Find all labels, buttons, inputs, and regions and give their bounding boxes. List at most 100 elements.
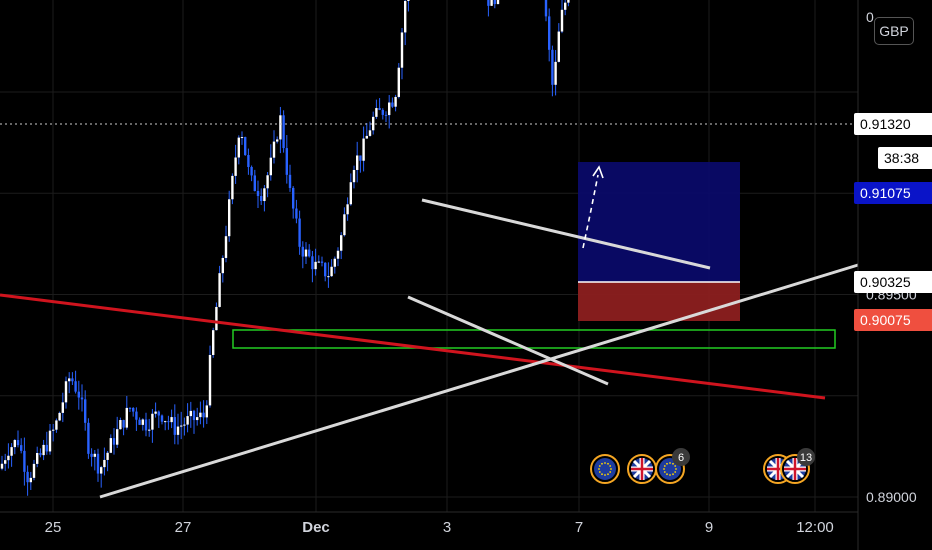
candle-body (23, 450, 26, 472)
candle-body (560, 9, 564, 32)
eu-star (674, 471, 677, 473)
candle-body (343, 214, 346, 236)
candle-body (269, 157, 272, 176)
candle-body (250, 166, 253, 176)
candle-body (144, 419, 148, 431)
candle-body (199, 412, 202, 418)
candle-body (0, 463, 4, 469)
candle-body (282, 115, 285, 149)
eu-star (610, 468, 612, 470)
candle-body (304, 249, 308, 257)
eu-star (601, 473, 603, 476)
candle-body (55, 420, 58, 430)
candle-body (61, 402, 64, 413)
candle-body (42, 444, 45, 456)
candle-body (16, 440, 20, 446)
candle-body (407, 0, 410, 1)
candle-body (276, 139, 279, 142)
candle-body (100, 467, 103, 474)
candle-body (189, 410, 192, 417)
event-count-1: 6 (678, 452, 684, 464)
candle-body (157, 411, 160, 416)
target-price-label: 0.91075 (854, 182, 932, 204)
event-count-2: 13 (800, 452, 812, 464)
candle-body (372, 116, 375, 131)
x-tick-label: 25 (45, 519, 62, 536)
x-tick-label: 3 (443, 519, 451, 536)
candle-body (308, 249, 311, 257)
eu-star (604, 474, 606, 476)
candle-body (138, 419, 141, 425)
candle-body (221, 257, 224, 274)
candle-body (554, 61, 557, 85)
target-zone (578, 162, 740, 282)
candle-body (80, 397, 84, 400)
eu-star (672, 462, 674, 465)
candle-body (36, 452, 39, 464)
candle-body (29, 477, 32, 483)
candle-body (404, 0, 407, 33)
candle-body (96, 453, 100, 474)
candle-body (388, 102, 391, 116)
candle-body (237, 137, 240, 158)
candle-body (228, 199, 231, 237)
candle-body (87, 422, 90, 454)
candle-body (45, 444, 48, 452)
candle-body (356, 155, 359, 170)
x-tick-label: 27 (175, 519, 192, 536)
candle-body (314, 261, 317, 270)
candle-body (32, 463, 36, 478)
candle-body (301, 246, 304, 257)
projection-arrowhead (592, 165, 604, 179)
candle-body (84, 399, 87, 423)
x-tick-label: 12:00 (796, 519, 834, 536)
event-count-2-bg (797, 448, 815, 466)
projection-arrow (582, 174, 599, 249)
eu-star (604, 462, 606, 464)
candle-body (288, 174, 292, 188)
candle-body (176, 426, 180, 435)
candle-body (218, 273, 221, 307)
stop-price-label: 0.90075 (854, 309, 932, 331)
eu-star (669, 474, 671, 476)
candle-body (340, 235, 343, 251)
eu-star (598, 468, 600, 470)
candle-body (548, 16, 551, 50)
candle-body (359, 155, 362, 161)
candle-body (167, 421, 170, 423)
candle-body (397, 67, 400, 97)
eu-star (607, 473, 609, 476)
candle-body (292, 187, 295, 209)
candle-body (333, 258, 336, 267)
candle-body (74, 381, 77, 392)
candle-body (285, 148, 288, 175)
eu-star (669, 462, 671, 464)
eu-star (598, 465, 601, 467)
candle-body (122, 420, 125, 428)
stop-zone (578, 282, 740, 321)
candle-body (544, 0, 548, 17)
candle-body (208, 354, 212, 406)
entry-price-label: 0.90325 (854, 271, 932, 293)
candle-body (39, 452, 42, 456)
event-eu-1 (590, 454, 620, 484)
candle-body (125, 407, 128, 428)
candle-body (215, 306, 218, 331)
candle-body (317, 261, 320, 263)
candle-body (26, 471, 29, 483)
candle-body (266, 175, 269, 189)
candle-body (362, 138, 365, 161)
currency-badge[interactable]: GBP (874, 17, 914, 45)
candle-body (327, 276, 330, 278)
candle-body (170, 417, 173, 423)
eu-star (607, 462, 609, 465)
candle-body (48, 430, 52, 452)
eu-star (609, 471, 612, 473)
eu-star (674, 465, 677, 467)
candle-body (52, 429, 55, 431)
eu-star (601, 462, 603, 465)
candle-body (253, 175, 256, 192)
candle-body (58, 412, 61, 421)
eu-star (598, 471, 601, 473)
